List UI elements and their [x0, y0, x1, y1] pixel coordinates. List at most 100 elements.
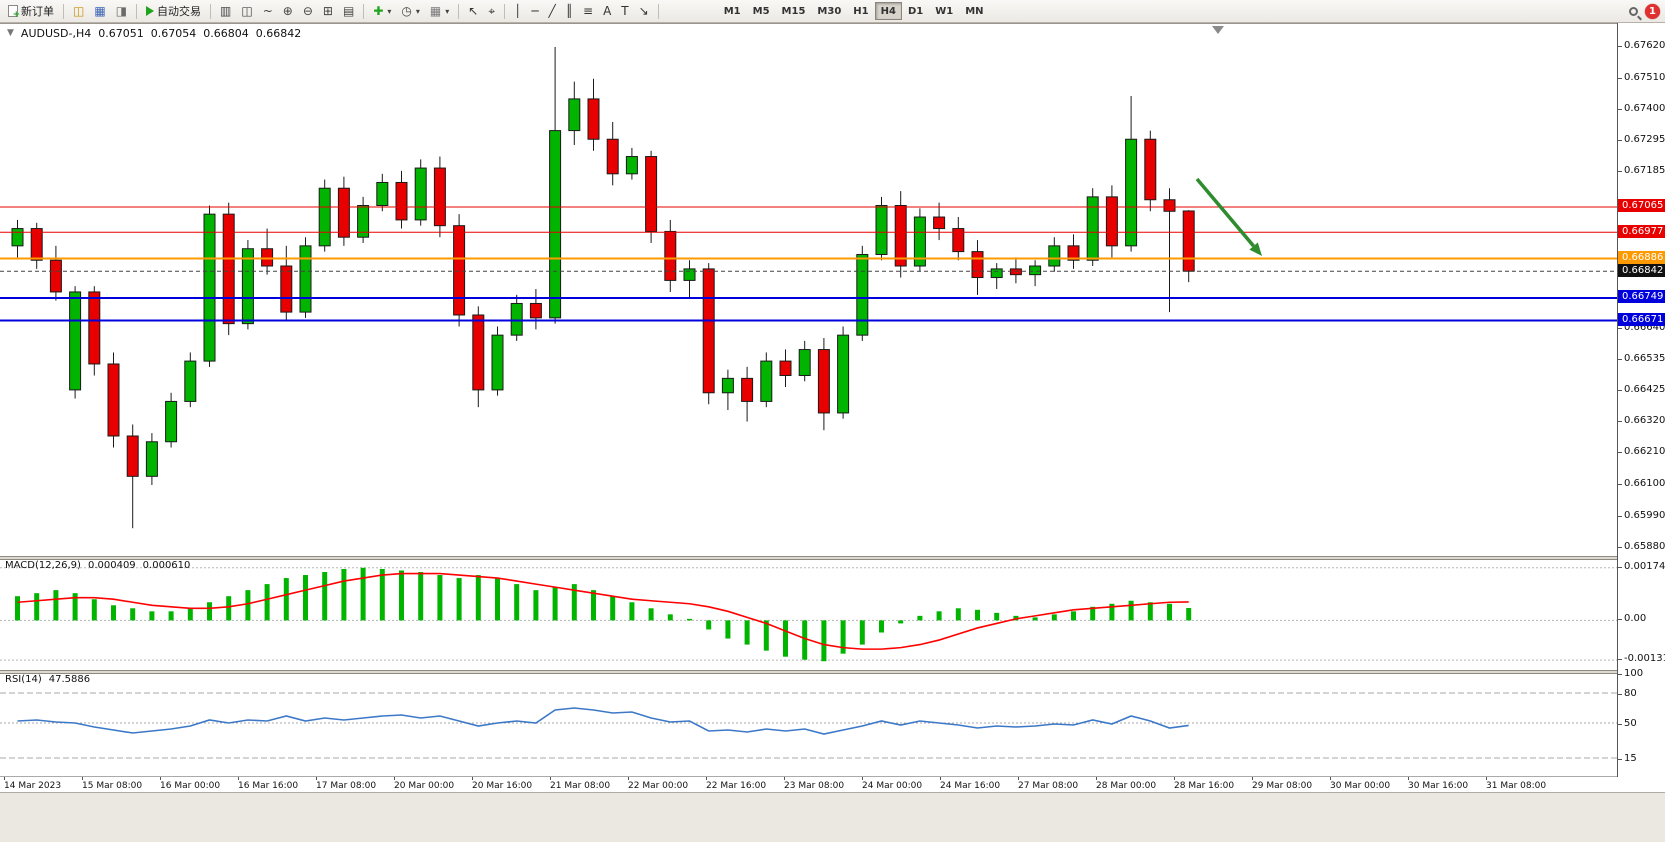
time-label: 29 Mar 08:00 [1252, 777, 1313, 791]
text-button[interactable]: A [598, 2, 616, 21]
terminal-window-icon: ◨ [115, 4, 128, 18]
arrow-shapes-button[interactable]: ↘ [634, 2, 654, 21]
toolbar-separator [63, 3, 64, 19]
market-watch-button[interactable]: ▦ [89, 2, 110, 21]
candle [203, 213, 216, 362]
macd-hist-bar [552, 587, 558, 621]
zoom-out-button[interactable]: ⊖ [298, 2, 318, 21]
chart-canvas[interactable] [0, 24, 1617, 778]
new-order-label: 新订单 [21, 5, 54, 18]
macd-hist-bar [283, 578, 289, 621]
ohlc-close: 0.66842 [255, 27, 302, 40]
candle [1163, 199, 1176, 212]
time-label: 27 Mar 08:00 [1018, 777, 1079, 791]
tf-m15[interactable]: M15 [776, 2, 812, 20]
candle [145, 441, 158, 477]
horizontal-line-icon: ─ [531, 4, 539, 18]
macd-panel[interactable] [0, 567, 1617, 662]
terminal-window-button[interactable]: ◨ [111, 2, 132, 21]
trendline-button[interactable]: ╱ [544, 2, 561, 21]
rsi-panel[interactable] [0, 692, 1617, 759]
new-order-icon [8, 5, 20, 20]
candle [280, 265, 293, 313]
search-icon[interactable] [1629, 6, 1638, 16]
price-panel[interactable] [0, 26, 1617, 529]
macd-hist-bar [15, 596, 20, 621]
macd-hist-bar [1051, 614, 1057, 621]
tf-m30[interactable]: M30 [811, 2, 847, 20]
macd-hist-bar [879, 620, 884, 633]
tile-windows-icon: ⊞ [322, 4, 333, 18]
time-label: 31 Mar 08:00 [1486, 777, 1547, 791]
tf-w1[interactable]: W1 [929, 2, 959, 20]
templates-button[interactable]: ▦ ▾ [425, 2, 454, 21]
macd-hist-bar [648, 608, 654, 621]
candle [1048, 245, 1061, 267]
candlestick-chart-button[interactable]: ◫ [236, 2, 257, 21]
tile-windows-button[interactable]: ⊞ [318, 2, 338, 21]
chart-window[interactable] [0, 23, 1617, 778]
panel-splitter[interactable] [0, 670, 1617, 674]
trend-arrow[interactable] [1195, 177, 1255, 248]
price-badge-0.66886: 0.66886 [1618, 251, 1665, 265]
macd-hist-bar [1071, 611, 1076, 621]
indicators-button[interactable]: ✚ ▾ [368, 2, 396, 21]
line-chart-icon: ~ [262, 4, 273, 18]
macd-hist-bar [1090, 606, 1096, 621]
macd-hist-bar [514, 584, 520, 621]
equidistant-channel-button[interactable]: ║ [561, 2, 578, 21]
time-label: 24 Mar 16:00 [940, 777, 1001, 791]
time-label: 17 Mar 08:00 [316, 777, 377, 791]
notification-badge[interactable]: 1 [1645, 3, 1660, 19]
macd-hist-bar [1147, 602, 1153, 621]
candle [971, 251, 984, 279]
candle [299, 245, 312, 313]
tf-m5[interactable]: M5 [747, 2, 776, 20]
symbols-window-button[interactable]: ◫ [68, 2, 89, 21]
collapse-icon[interactable]: ▼ [7, 28, 14, 38]
new-order-button[interactable]: 新订单 [3, 2, 59, 21]
panel-splitter[interactable] [0, 556, 1617, 560]
macd-hist-bar [437, 575, 443, 621]
price-tick: 0.66640 [1617, 322, 1665, 334]
zoom-out-icon: ⊖ [302, 4, 313, 18]
cursor-button[interactable]: ↖ [463, 2, 483, 21]
candle [49, 259, 62, 293]
macd-hist-bar [34, 593, 40, 621]
zoom-in-button[interactable]: ⊕ [278, 2, 298, 21]
time-label: 28 Mar 00:00 [1096, 777, 1157, 791]
macd-hist-bar [91, 599, 97, 621]
text-label-button[interactable]: T [616, 2, 633, 21]
price-axis[interactable]: 0.67620 0.67510 0.67400 0.67295 0.67185 0.666… [1617, 23, 1665, 777]
text-label-icon: T [621, 4, 629, 18]
periods-button[interactable]: ◷ ▾ [396, 2, 425, 21]
candle [952, 228, 965, 253]
fibonacci-button[interactable]: ≡ [578, 2, 598, 21]
horizontal-line-button[interactable]: ─ [526, 2, 543, 21]
crosshair-button[interactable]: ⌖ [483, 2, 500, 21]
time-axis[interactable]: 14 Mar 2023 15 Mar 08:00 16 Mar 00:00 16 Ma… [0, 777, 1665, 793]
price-tick: 0.67620 [1617, 40, 1665, 52]
bar-chart-button[interactable]: ▥ [215, 2, 236, 21]
macd-hist-bar [898, 620, 904, 624]
chart-shift-marker-icon[interactable] [1212, 26, 1224, 34]
tf-mn[interactable]: MN [959, 2, 989, 20]
tf-h1[interactable]: H1 [847, 2, 874, 20]
macd-hist-bar [495, 578, 500, 621]
toolbar-separator [210, 3, 212, 19]
macd-hist-bar [1109, 603, 1115, 621]
macd-hist-bar [53, 590, 59, 621]
candle [856, 253, 869, 336]
macd-hist-bar [456, 578, 462, 621]
candle [88, 291, 101, 365]
tf-h4[interactable]: H4 [874, 2, 902, 20]
line-chart-button[interactable]: ~ [258, 2, 278, 21]
tf-m1[interactable]: M1 [718, 2, 747, 20]
vertical-line-button[interactable]: │ [509, 2, 526, 21]
arrange-windows-button[interactable]: ▤ [338, 2, 359, 21]
tf-d1[interactable]: D1 [902, 2, 929, 20]
price-tick: 0.66425 [1617, 384, 1665, 396]
autotrade-button[interactable]: 自动交易 [141, 2, 206, 21]
candle [587, 98, 600, 140]
macd-hist-bar [1186, 608, 1192, 621]
